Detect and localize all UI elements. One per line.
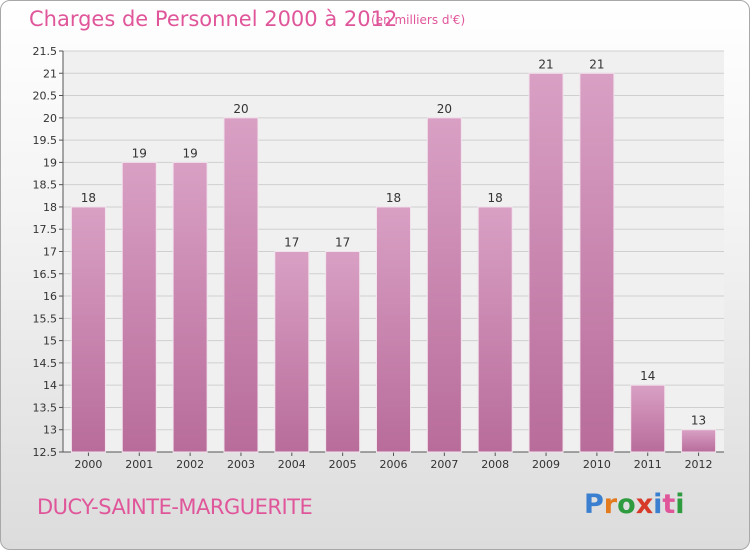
y-tick-label: 13 bbox=[43, 424, 57, 437]
y-tick-label: 14 bbox=[43, 379, 57, 392]
bar-2005 bbox=[325, 251, 361, 453]
y-tick-label: 19.5 bbox=[33, 134, 58, 147]
bar-2002 bbox=[172, 161, 208, 453]
data-labels: 18 19 19 20 17 17 18 20 18 21 21 14 13 bbox=[81, 57, 706, 427]
data-label-2012: 13 bbox=[691, 414, 706, 428]
x-tick-label: 2007 bbox=[430, 458, 458, 471]
commune-name: DUCY-SAINTE-MARGUERITE bbox=[37, 495, 313, 519]
chart-title: Charges de Personnel 2000 à 2012 bbox=[29, 7, 398, 31]
data-label-2002: 19 bbox=[182, 146, 197, 160]
data-label-2000: 18 bbox=[81, 191, 96, 205]
y-tick-label: 13.5 bbox=[33, 401, 58, 414]
x-tick-label: 2012 bbox=[685, 458, 713, 471]
bar-2001 bbox=[121, 161, 157, 453]
data-label-2008: 18 bbox=[488, 191, 503, 205]
logo-letter: i bbox=[653, 489, 663, 520]
y-tick-label: 20.5 bbox=[33, 90, 58, 103]
x-tick-label: 2000 bbox=[74, 458, 102, 471]
y-tick-label: 15 bbox=[43, 335, 57, 348]
y-tick-label: 21.5 bbox=[33, 45, 58, 58]
bar-2006 bbox=[376, 206, 411, 453]
y-tick-label: 21 bbox=[43, 67, 57, 80]
logo-letter: t bbox=[662, 489, 676, 520]
y-tick-label: 18 bbox=[43, 201, 57, 214]
y-tick-label: 17.5 bbox=[33, 223, 58, 236]
data-label-2003: 20 bbox=[233, 102, 248, 116]
y-tick-label: 16.5 bbox=[33, 268, 58, 281]
data-label-2010: 21 bbox=[589, 57, 604, 71]
x-tick-label: 2005 bbox=[329, 458, 357, 471]
y-tick-label: 15.5 bbox=[33, 312, 58, 325]
y-tick-label: 18.5 bbox=[33, 179, 58, 192]
proxiti-logo: Proxiti bbox=[584, 489, 685, 520]
bar-2003 bbox=[223, 117, 259, 453]
y-tick-label: 20 bbox=[43, 112, 57, 125]
data-label-2005: 17 bbox=[335, 236, 350, 250]
data-label-2001: 19 bbox=[132, 146, 147, 160]
y-tick-label: 14.5 bbox=[33, 357, 58, 370]
logo-letter: r bbox=[603, 489, 618, 520]
x-tick-label: 2001 bbox=[125, 458, 153, 471]
data-label-2007: 20 bbox=[437, 102, 452, 116]
y-tick-label: 17 bbox=[43, 246, 57, 259]
y-tick-label: 19 bbox=[43, 156, 57, 169]
bar-2010 bbox=[579, 72, 615, 453]
bar-2004 bbox=[274, 251, 310, 453]
bar-2000 bbox=[70, 206, 106, 453]
bar-2008 bbox=[477, 206, 513, 453]
logo-letter: x bbox=[635, 489, 654, 520]
data-label-2011: 14 bbox=[640, 369, 655, 383]
x-tick-label: 2008 bbox=[481, 458, 509, 471]
y-tick-label: 12.5 bbox=[33, 446, 58, 459]
data-label-2004: 17 bbox=[284, 236, 299, 250]
logo-letter: o bbox=[617, 489, 636, 520]
x-tick-label: 2010 bbox=[583, 458, 611, 471]
x-tick-label: 2002 bbox=[176, 458, 204, 471]
bars bbox=[70, 72, 717, 453]
y-tick-label: 16 bbox=[43, 290, 57, 303]
x-tick-label: 2011 bbox=[634, 458, 662, 471]
data-label-2006: 18 bbox=[386, 191, 401, 205]
logo-letter: i bbox=[675, 489, 685, 520]
bar-2011 bbox=[630, 384, 666, 453]
x-tick-label: 2003 bbox=[227, 458, 255, 471]
chart-subtitle: (en milliers d'€) bbox=[371, 13, 466, 27]
bar-2009 bbox=[528, 72, 564, 453]
axes: 12.5 13 13.5 14 14.5 15 15.5 16 16.5 17 17.5 18 18.5… bbox=[33, 45, 724, 471]
x-tick-label: 2006 bbox=[380, 458, 408, 471]
data-label-2009: 21 bbox=[538, 57, 553, 71]
bar-2012 bbox=[681, 429, 717, 453]
logo-letter: P bbox=[584, 489, 604, 520]
x-tick-label: 2009 bbox=[532, 458, 560, 471]
bar-2007 bbox=[426, 117, 462, 453]
x-tick-label: 2004 bbox=[278, 458, 306, 471]
